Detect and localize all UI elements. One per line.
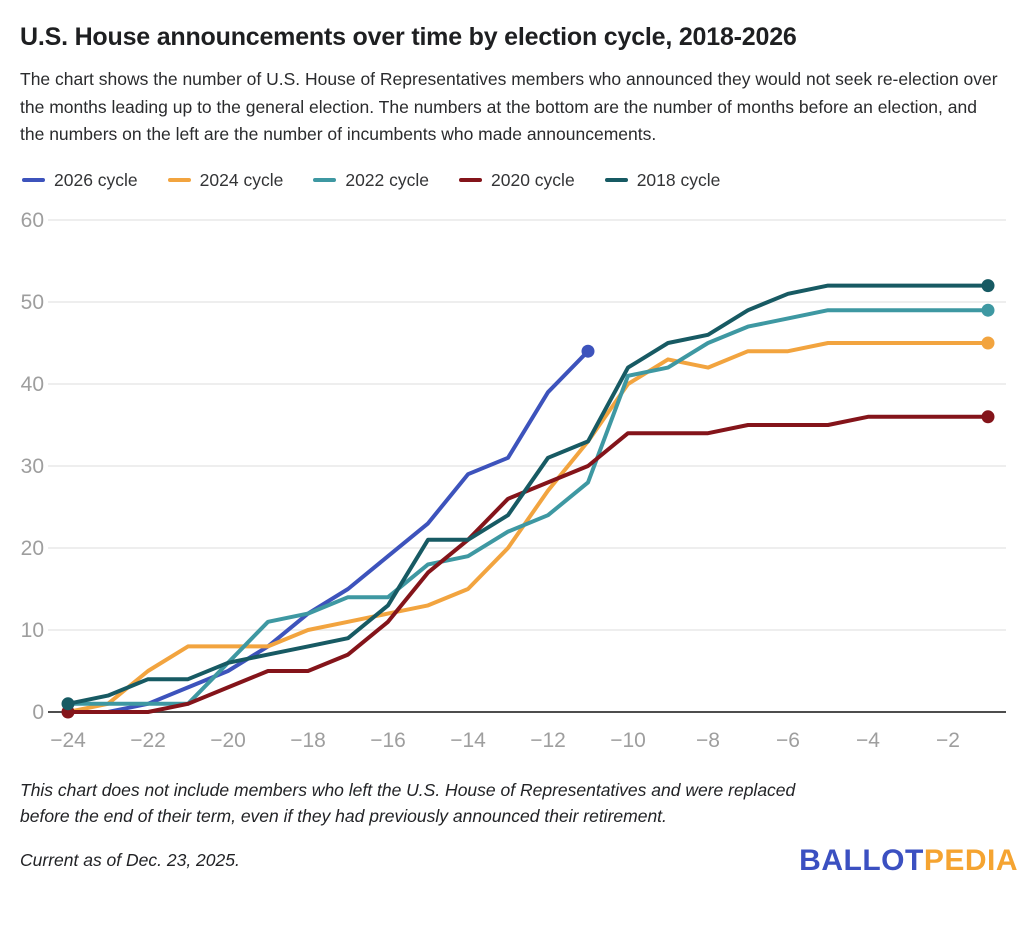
legend-swatch — [313, 177, 337, 183]
chart-card: U.S. House announcements over time by el… — [20, 23, 1018, 877]
series-end-dot-2018-cycle — [981, 279, 995, 293]
y-axis-tick-label: 40 — [21, 373, 44, 396]
legend: 2026 cycle 2024 cycle 2022 cycle 2020 cycle… — [22, 168, 1004, 192]
legend-swatch — [459, 177, 483, 183]
series-end-dot-2022-cycle — [981, 303, 995, 317]
x-axis-tick-label: −18 — [290, 729, 326, 752]
logo-text-pedia: PEDIA — [923, 843, 1018, 877]
legend-item: 2022 cycle — [313, 170, 429, 191]
series-end-dot-2024-cycle — [981, 336, 995, 350]
y-axis-tick-label: 20 — [21, 537, 44, 560]
legend-label: 2020 cycle — [491, 169, 575, 190]
x-axis-tick-label: −24 — [50, 729, 86, 752]
legend-item: 2018 cycle — [604, 169, 721, 191]
y-axis-tick-label: 50 — [21, 291, 44, 314]
legend-label: 2024 cycle — [199, 169, 284, 190]
x-axis-tick-label: −4 — [856, 729, 880, 752]
legend-item: 2026 cycle — [22, 170, 138, 191]
legend-swatch — [167, 177, 191, 183]
series-end-dot-2020-cycle — [981, 410, 995, 424]
legend-swatch — [604, 177, 628, 183]
y-axis-tick-label: 10 — [21, 619, 44, 642]
series-line-2020-cycle — [66, 414, 990, 715]
y-axis-tick-label: 30 — [21, 455, 44, 478]
legend-label: 2022 cycle — [345, 169, 430, 190]
x-axis-tick-label: −2 — [936, 729, 960, 752]
x-axis-tick-label: −22 — [130, 729, 166, 752]
series-start-dot-2018-cycle — [61, 697, 75, 711]
logo-text-ballot: BALLOT — [799, 843, 924, 877]
x-axis-tick-label: −10 — [610, 729, 646, 752]
x-axis-tick-label: −14 — [450, 729, 486, 752]
series-end-dot-2026-cycle — [581, 344, 595, 358]
legend-label: 2026 cycle — [54, 169, 138, 190]
y-axis-tick-label: 0 — [32, 701, 44, 724]
chart-footnote: This chart does not include members who … — [20, 780, 796, 827]
ballotpedia-logo: BALLOTPEDIA — [799, 843, 1018, 877]
legend-item: 2020 cycle — [459, 170, 575, 191]
y-axis-tick-label: 60 — [21, 209, 44, 232]
legend-label: 2018 cycle — [636, 169, 721, 190]
x-axis-tick-label: −6 — [776, 729, 800, 752]
chart-canvas: 0 10 20 30 40 50 60 −24 −22 −20 −18 −16 −14 −12 −10 −8 −… — [21, 209, 1006, 752]
series-line-2024-cycle — [66, 341, 990, 715]
legend-swatch — [22, 177, 45, 183]
current-as-of: Current as of Dec. 23, 2025. — [20, 850, 240, 871]
legend-item: 2024 cycle — [167, 169, 284, 191]
chart-description: The chart shows the number of U.S. House… — [20, 69, 998, 144]
series-line-2026-cycle — [66, 349, 590, 715]
series-line-2018-cycle — [66, 283, 990, 706]
x-axis-tick-label: −20 — [210, 729, 246, 752]
series-line-2022-cycle — [66, 308, 990, 706]
x-axis-tick-label: −16 — [370, 729, 406, 752]
page-title: U.S. House announcements over time by el… — [20, 23, 797, 51]
x-axis-tick-label: −12 — [530, 729, 566, 752]
x-axis-tick-label: −8 — [696, 729, 720, 752]
footer: Current as of Dec. 23, 2025. BALLOTPEDIA — [20, 843, 1018, 877]
